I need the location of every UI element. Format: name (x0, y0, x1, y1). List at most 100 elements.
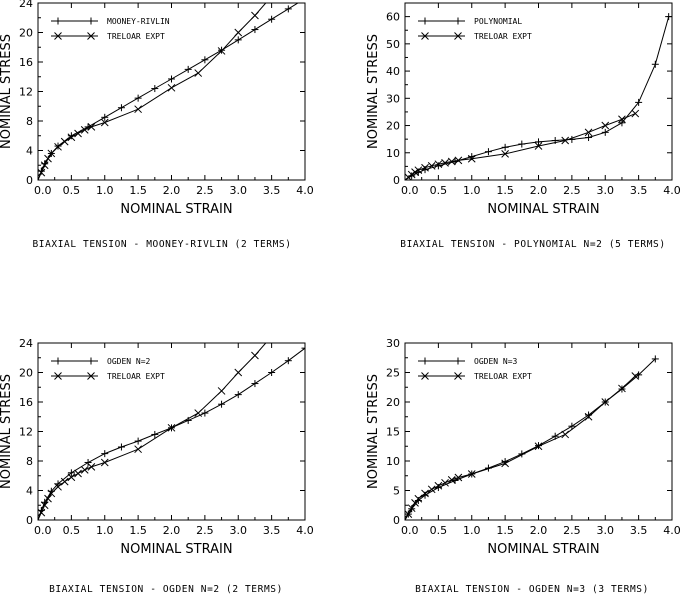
x-tick-label: 0.5 (63, 184, 81, 197)
y-tick-label: 30 (386, 92, 400, 105)
data-point-d2 (407, 504, 416, 513)
y-axis-label: NOMINAL STRESS (0, 34, 14, 149)
data-point-d2 (74, 129, 82, 138)
legend-marker (54, 32, 62, 40)
x-tick-label: 2.5 (196, 184, 214, 197)
data-point (584, 412, 593, 421)
x-tick-label: 3.0 (597, 524, 615, 537)
data-point-d2 (100, 118, 109, 127)
data-point (40, 161, 49, 170)
x-tick-label: 0.0 (401, 184, 419, 197)
data-point (411, 499, 419, 507)
data-point-d2 (501, 150, 509, 158)
data-point-d2 (407, 170, 416, 179)
data-point (67, 133, 76, 142)
chart-title: BIAXIAL TENSION - MOONEY-RIVLIN (2 TERMS… (32, 239, 291, 250)
data-point (631, 109, 640, 118)
x-tick-label: 3.0 (597, 184, 615, 197)
chart-panel-3: 0.0 0.5 1.0 1.5 2.0 2.5 3.0 3.5 4.0 0 4 8 12 16 20 24 NO… (0, 337, 314, 595)
data-point-d2 (454, 473, 463, 482)
y-tick-label: 50 (386, 38, 400, 51)
data-point (454, 473, 463, 482)
legend-marker-d2 (87, 372, 95, 380)
x-tick-label: 3.5 (630, 524, 648, 537)
series-2 (405, 372, 640, 520)
y-tick-label: 12 (19, 426, 33, 439)
data-point (44, 154, 52, 163)
series-line (38, 347, 305, 520)
data-point (407, 170, 416, 179)
data-point-d2 (601, 121, 610, 130)
data-point-d2 (54, 482, 62, 491)
data-point (67, 469, 75, 477)
data-point-d2 (601, 398, 610, 406)
data-point-d2 (54, 142, 62, 151)
x-tick-label: 2.5 (563, 524, 581, 537)
data-point-d2 (40, 161, 49, 170)
data-point (467, 154, 476, 163)
legend-marker-d2 (454, 372, 462, 380)
data-point (251, 351, 259, 360)
data-point (234, 368, 243, 377)
x-tick-label: 4.0 (663, 524, 681, 537)
x-tick-label: 2.0 (163, 184, 181, 197)
legend-label: TRELOAR EXPT (107, 32, 165, 41)
chart-panel-4: 0.0 0.5 1.0 1.5 2.0 2.5 3.0 3.5 4.0 0 5 10 15 20 25 30 N… (366, 337, 681, 595)
data-point-d2 (44, 154, 52, 163)
data-point (268, 15, 276, 23)
data-point-d2 (534, 142, 543, 150)
x-tick-label: 3.5 (263, 524, 281, 537)
series-line (405, 113, 636, 180)
data-point-d2 (434, 160, 443, 169)
data-point (268, 369, 276, 376)
series-line (405, 358, 656, 520)
data-point (601, 128, 609, 136)
data-point (407, 504, 416, 513)
data-point (631, 372, 640, 380)
data-point-d2 (441, 478, 449, 487)
series-line (405, 375, 636, 520)
data-point-d2 (60, 137, 69, 146)
data-point (234, 28, 243, 37)
y-tick-label: 10 (386, 147, 400, 160)
x-tick-label: 4.0 (296, 184, 314, 197)
series-line (38, 3, 299, 180)
data-point (217, 47, 226, 55)
legend-label: OGDEN N=2 (107, 357, 151, 366)
data-point-d2 (405, 510, 413, 518)
data-point (60, 137, 69, 146)
data-point (167, 83, 176, 92)
data-point (47, 489, 56, 498)
x-tick-label: 4.0 (296, 524, 314, 537)
series-line (38, 3, 267, 180)
data-point-d2 (217, 387, 226, 395)
data-point-d2 (80, 465, 89, 474)
data-point (467, 470, 476, 478)
data-point (427, 485, 436, 494)
legend-marker (87, 32, 95, 40)
x-tick-label: 1.5 (129, 524, 147, 537)
data-point (518, 140, 526, 148)
data-point (251, 380, 259, 388)
x-tick-label: 1.0 (463, 524, 481, 537)
data-point (651, 355, 659, 363)
data-point (534, 442, 543, 451)
x-tick-label: 1.0 (96, 184, 114, 197)
data-point (60, 477, 69, 486)
legend-marker (421, 372, 429, 380)
y-tick-label: 25 (386, 367, 400, 380)
data-point (44, 494, 52, 503)
data-point-d2 (47, 149, 56, 158)
data-point (80, 125, 89, 134)
data-point (218, 400, 226, 408)
data-point (167, 423, 176, 432)
data-point-d2 (194, 69, 203, 77)
y-tick-label: 5 (393, 485, 400, 498)
data-point-d2 (501, 459, 509, 468)
data-point-d2 (427, 161, 436, 170)
data-point (414, 166, 423, 175)
legend: OGDEN N=3 TRELOAR EXPT (418, 357, 532, 381)
legend-marker (454, 32, 462, 40)
data-point-d2 (561, 136, 570, 145)
